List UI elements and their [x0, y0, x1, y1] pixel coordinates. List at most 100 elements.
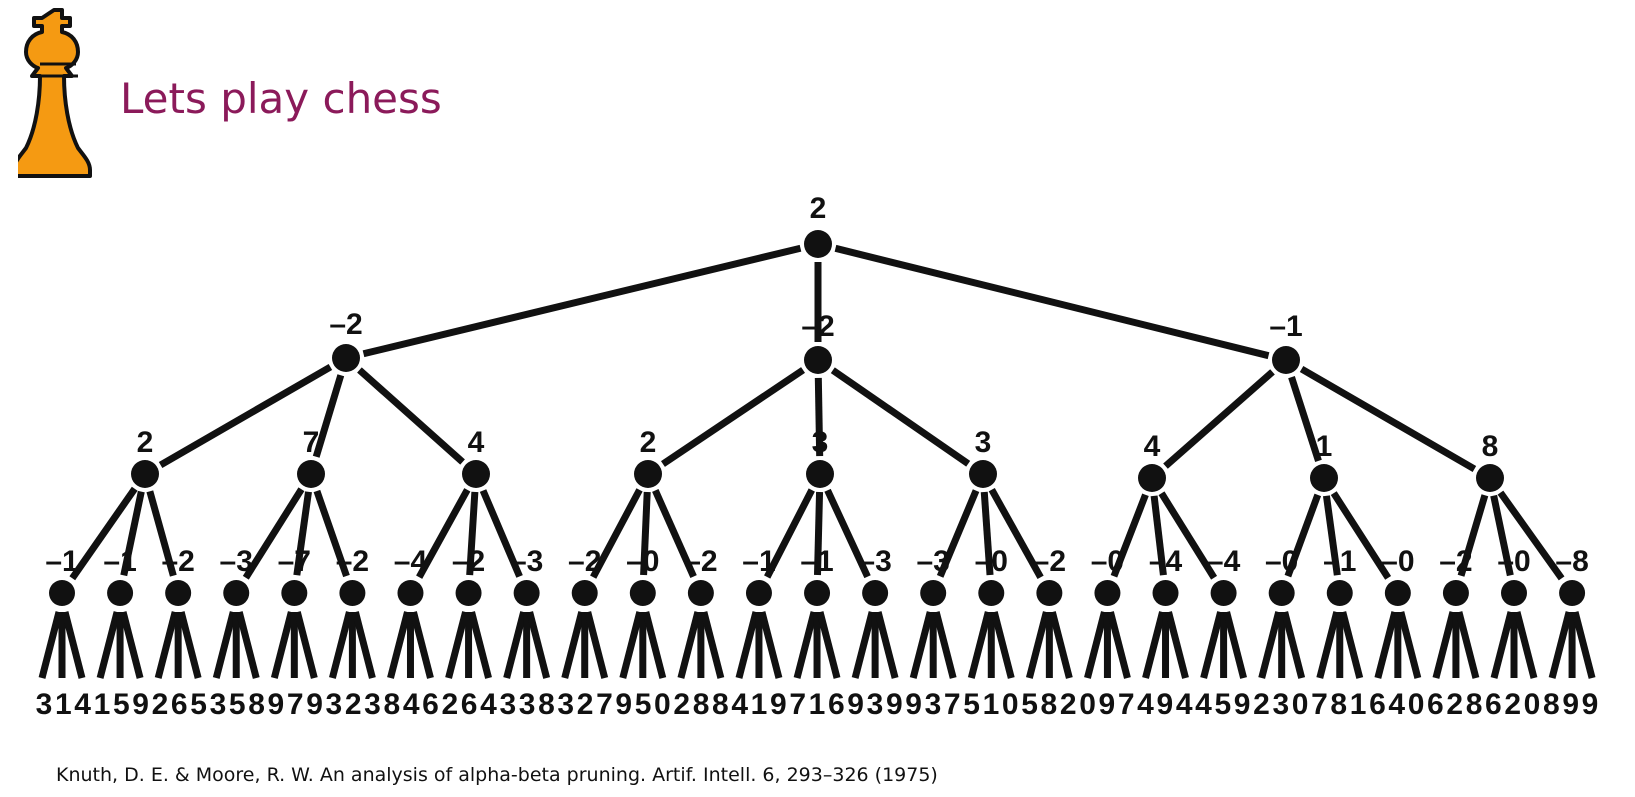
level3-value-26: –8 [1555, 545, 1588, 578]
leaf-digit-25: 3 [519, 688, 536, 721]
edge-l2-l3-22 [1322, 495, 1341, 576]
tree-labels: 2–2 –2 –12 7 4 2 3 3 4 1 8–1 –1 –2 –3 –7 –2 –4 –2 –3 –2 –0 –2… [36, 192, 1599, 721]
level3-value-16: –0 [975, 545, 1008, 578]
level3-node-15 [920, 580, 947, 606]
leaf-digit-75: 6 [1485, 688, 1502, 721]
edge-l2-l3-5 [313, 489, 350, 578]
leaf-edge-57 [1142, 611, 1166, 679]
leaf-edge-12 [270, 611, 295, 679]
level3-node-10 [629, 580, 656, 606]
leaf-edge-20 [410, 611, 434, 679]
leaf-digit-58: 9 [1157, 688, 1174, 721]
leaf-digit-38: 9 [770, 688, 787, 721]
leaf-edge-51 [1025, 611, 1050, 679]
leaf-digit-43: 3 [867, 688, 884, 721]
level3-node-17 [1036, 580, 1063, 606]
leaf-digit-79: 9 [1562, 688, 1579, 721]
leaf-digit-46: 3 [925, 688, 942, 721]
level3-node-24 [1442, 580, 1469, 606]
leaf-edge-6 [154, 611, 179, 679]
leaf-digit-26: 8 [538, 688, 555, 721]
tree-nodes [49, 230, 1586, 606]
level3-value-0: –1 [45, 545, 78, 578]
edge-l2-l3-6 [416, 488, 471, 579]
leaf-edge-36 [735, 611, 760, 679]
level3-node-26 [1559, 580, 1586, 606]
leaf-edge-8 [177, 611, 202, 679]
leaf-digit-37: 1 [751, 688, 768, 721]
leaf-digit-45: 9 [905, 688, 922, 721]
level1-value-0: –2 [329, 308, 362, 341]
edge-l2-l3-20 [1158, 491, 1218, 580]
leaf-edge-75 [1490, 611, 1515, 679]
level3-node-5 [339, 580, 366, 606]
leaf-digit-61: 5 [1214, 688, 1231, 721]
leaf-digit-17: 3 [364, 688, 381, 721]
level2-node-7 [1310, 464, 1338, 492]
leaf-digit-73: 2 [1446, 688, 1463, 721]
root-value: 2 [810, 192, 827, 225]
leaf-digit-30: 9 [615, 688, 632, 721]
tree-edges [38, 244, 1596, 679]
leaf-edge-78 [1548, 611, 1573, 679]
level3-value-6: –4 [394, 545, 428, 578]
leaf-edge-45 [909, 611, 934, 679]
edge-l2-l3-19 [1150, 495, 1167, 576]
leaf-digit-28: 2 [577, 688, 594, 721]
level3-node-3 [223, 580, 250, 606]
leaf-edge-26 [526, 611, 551, 679]
leaf-digit-63: 2 [1253, 688, 1270, 721]
leaf-edge-47 [932, 611, 957, 679]
level3-value-8: –3 [510, 545, 543, 578]
edge-l2-l3-26 [1497, 490, 1565, 581]
level3-node-13 [804, 580, 831, 606]
leaf-edge-33 [677, 611, 702, 679]
root-node [804, 230, 832, 258]
leaf-digit-59: 4 [1176, 688, 1193, 721]
leaf-digit-36: 4 [731, 688, 748, 721]
edge-l1-l2-7 [1288, 376, 1322, 462]
level3-value-3: –3 [220, 545, 253, 578]
level3-node-18 [1094, 580, 1121, 606]
leaf-edge-60 [1200, 611, 1224, 679]
level3-node-6 [397, 580, 424, 606]
level3-node-16 [978, 580, 1005, 606]
leaf-edge-41 [816, 611, 841, 679]
level1-node-1 [804, 346, 832, 374]
citation: Knuth, D. E. & Moore, R. W. An analysis … [56, 764, 938, 786]
leaf-edge-29 [584, 611, 609, 679]
level3-value-23: –0 [1381, 545, 1414, 578]
chess-king-icon [18, 8, 92, 178]
leaf-digit-35: 8 [712, 688, 729, 721]
leaf-edge-11 [235, 611, 260, 679]
edge-l1-l2-0 [158, 363, 333, 469]
leaf-edge-3 [96, 611, 121, 679]
leaf-digit-74: 8 [1466, 688, 1483, 721]
level2-node-4 [806, 460, 834, 488]
leaf-digit-40: 1 [809, 688, 826, 721]
leaf-digit-4: 5 [113, 688, 130, 721]
leaf-digit-53: 2 [1060, 688, 1077, 721]
leaf-digit-42: 9 [847, 688, 864, 721]
level2-value-6: 4 [1144, 430, 1161, 463]
level3-node-8 [513, 580, 540, 606]
leaf-digit-70: 4 [1388, 688, 1405, 721]
edge-l2-l3-4 [293, 491, 312, 576]
leaf-digit-55: 9 [1099, 688, 1116, 721]
leaf-digit-2: 4 [74, 688, 91, 721]
level3-value-13: –1 [800, 545, 833, 578]
level1-value-2: –1 [1269, 310, 1302, 343]
level3-value-24: –2 [1439, 545, 1472, 578]
level2-node-3 [634, 460, 662, 488]
edge-root-2 [834, 244, 1270, 360]
leaf-edge-72 [1432, 611, 1457, 679]
leaf-digit-54: 0 [1079, 688, 1096, 721]
leaf-edge-69 [1374, 611, 1399, 679]
edge-l1-l2-5 [830, 367, 971, 467]
leaf-digit-66: 7 [1311, 688, 1328, 721]
leaf-digit-21: 2 [441, 688, 458, 721]
leaf-digit-56: 7 [1118, 688, 1135, 721]
edge-l2-l3-24 [1457, 494, 1489, 577]
edge-l2-l3-7 [466, 491, 479, 576]
level1-node-2 [1272, 346, 1300, 374]
